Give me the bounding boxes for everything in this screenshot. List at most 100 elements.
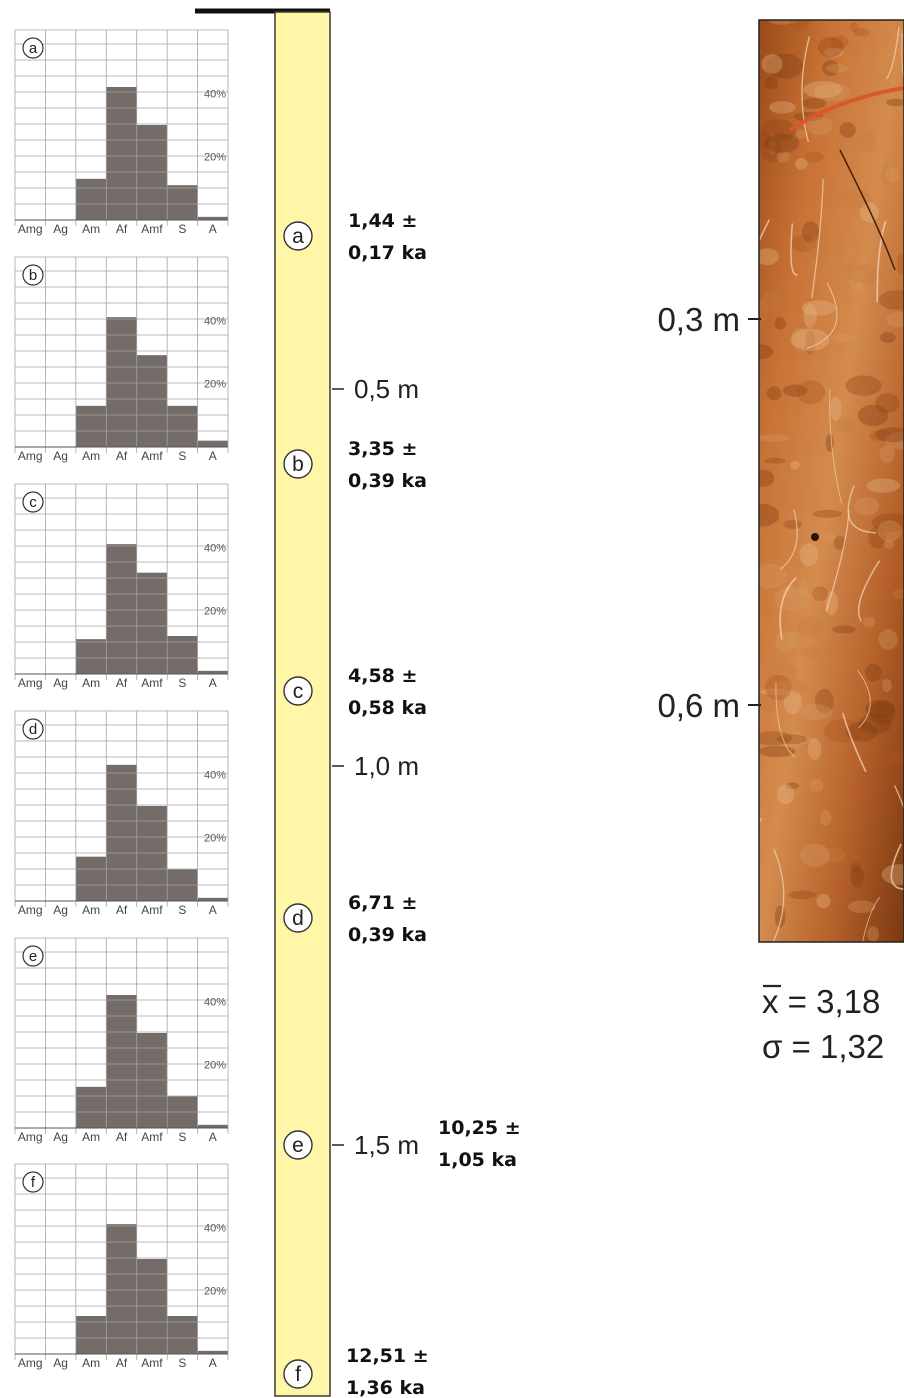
soil-patch [849,862,861,873]
root-line [839,149,896,271]
sample-marker-b: b [292,453,304,476]
soil-patch [839,122,856,138]
y-tick-label: 40% [204,769,226,781]
bar-a-A [197,216,228,220]
soil-patch [878,290,904,310]
x-tick-label: Amf [141,676,163,690]
root-line [885,26,900,80]
main-root [788,86,904,132]
bar-e-Amf [136,1033,168,1128]
soil-patch [886,311,904,328]
panel-letter: e [29,948,37,965]
photo-texture [759,20,904,942]
histogram-panel-b: 20% 40% Amg Ag Am Af Amf S Ab [14,256,229,463]
y-tick-label: 40% [204,1222,226,1234]
root-line [876,220,887,302]
root-line [862,896,881,942]
soil-patch [845,375,882,396]
soil-patch [783,690,802,715]
soil-patch [857,404,889,427]
bar-b-Amf [136,355,168,447]
soil-patch [797,616,824,638]
soil-patch [768,20,797,25]
bar-a-Am [75,178,107,220]
age-value: 1,44 ± [348,210,417,232]
soil-patch [862,616,876,628]
sample-marker-d: d [292,907,304,930]
soil-patch [816,893,831,909]
histogram-panel-a: 20% 40% Amg Ag Am Af Amf S Aa [14,29,229,236]
x-tick-label: Am [82,676,100,690]
soil-patch [806,237,825,263]
x-tick-label: Af [116,222,128,236]
soil-patch [858,130,876,153]
photo-frame [758,19,904,943]
panel-letter-circle [22,945,44,967]
soil-patch [825,63,849,74]
x-tick-label: Af [116,449,128,463]
depth-label: 1,5 m [354,1130,419,1160]
soil-patch [817,37,844,58]
soil-patch [790,328,830,351]
bar-b-S [167,405,198,447]
soil-patch [761,54,783,74]
soil-patch [866,478,900,493]
bar-f-Amf [136,1259,168,1354]
soil-patch [785,736,815,745]
soil-patch [830,334,859,343]
soil-patch [832,625,856,634]
age-uncertainty: 0,39 ka [348,470,427,492]
soil-patch [825,591,839,616]
x-tick-label: S [178,1130,186,1144]
soil-patch [820,810,832,827]
soil-patch [892,588,904,600]
age-uncertainty: 1,36 ka [346,1377,425,1398]
soil-patch [765,53,804,79]
x-tick-label: S [178,222,186,236]
soil-patch [759,131,771,148]
age-value: 6,71 ± [348,892,417,914]
x-tick-label: S [178,449,186,463]
panel-letter: c [29,494,37,511]
x-tick-label: Ag [53,1130,68,1144]
soil-patch [787,731,804,750]
x-tick-label: Am [82,222,100,236]
root-line [901,34,904,80]
soil-patch [849,266,864,292]
age-uncertainty: 0,17 ka [348,242,427,264]
age-value: 3,35 ± [348,438,417,460]
root-line [893,785,904,811]
soil-patch [883,539,895,549]
x-tick-label: Amg [18,222,43,236]
bar-d-Amf [136,806,168,901]
bar-c-Af [106,544,137,674]
x-tick-label: Amg [18,676,43,690]
soil-patch [774,586,811,612]
soil-patch [801,300,836,316]
soil-patch [868,700,896,725]
soil-patch [869,429,892,442]
soil-patch [885,166,900,183]
soil-patch [867,926,880,942]
panel-letter: b [29,267,37,284]
x-tick-label: Ag [53,903,68,917]
age-value: 10,25 ± [438,1117,521,1139]
soil-patch [804,151,824,163]
y-tick-label: 20% [204,152,226,164]
stratigraphic-column: a b c d e f 0,5 m 1,0 m 1,5 m 1,44 ± 0,17 ka 3,35 ±… [195,8,521,1398]
x-tick-label: Ag [53,1356,68,1370]
bar-a-S [167,185,198,220]
photo-depth-label: 0,6 m [657,687,740,724]
root-line [841,712,867,773]
soil-patch [759,731,793,746]
soil-patch [899,27,904,39]
x-tick-label: Amg [18,1356,43,1370]
soil-patch [896,253,904,275]
soil-patch [759,469,775,487]
soil-patch [768,101,796,114]
y-tick-label: 40% [204,542,226,554]
soil-patch [882,678,892,693]
soil-patch [895,20,904,35]
photo-background [759,20,904,942]
